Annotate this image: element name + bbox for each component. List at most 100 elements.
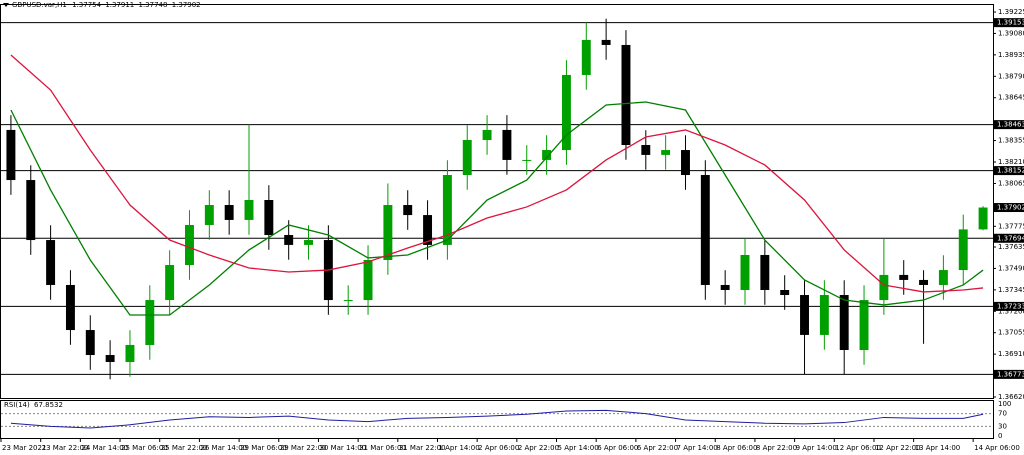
symbol: GBPUSD.var,H1 <box>12 1 67 9</box>
x-tick-label: 23 Mar 22:00 <box>42 444 89 452</box>
rsi-panel <box>0 400 994 439</box>
candle-body <box>938 270 948 285</box>
y-tick-label: 1.37200 <box>998 307 1024 315</box>
y-tick-label: 1.38790 <box>998 72 1024 80</box>
candle-body <box>423 215 433 245</box>
main-panel <box>0 4 994 399</box>
candle-body <box>601 39 611 45</box>
candle-body <box>244 199 254 220</box>
rsi-tick-label: 0 <box>998 432 1002 440</box>
candle-body <box>343 300 353 302</box>
candle-body <box>264 199 274 236</box>
rsi-tick-label: 30 <box>998 422 1007 430</box>
candle-body <box>284 235 294 245</box>
candle-body <box>958 229 968 271</box>
candle-body <box>700 175 710 285</box>
x-tick-label: 12 Apr 06:00 <box>835 444 881 452</box>
candle-body <box>145 300 155 345</box>
candle-body <box>224 205 234 220</box>
chart-header: GBPUSD.var,H1 1.37754 1.37911 1.37748 1.… <box>12 1 201 9</box>
y-tick-label: 1.37345 <box>998 286 1024 294</box>
level-tag <box>994 369 1024 379</box>
y-tick-label: 1.36620 <box>998 393 1024 401</box>
x-tick-label: 30 Mar 14:00 <box>319 444 366 452</box>
candle-body <box>919 279 929 285</box>
candle-body <box>800 295 809 335</box>
moving-average <box>10 101 984 316</box>
candle-body <box>740 254 750 290</box>
candle-body <box>46 240 56 285</box>
candle-body <box>581 39 591 75</box>
rsi-tick-label: 70 <box>998 410 1007 418</box>
candle-body <box>462 139 472 176</box>
y-tick-label: 1.38935 <box>998 51 1024 59</box>
level-tag <box>994 166 1024 176</box>
candle-body <box>363 259 373 301</box>
x-tick-label: 1 Apr 14:00 <box>438 444 479 452</box>
x-tick-label: 14 Apr 06:00 <box>974 444 1020 452</box>
x-tick-label: 31 Mar 06:00 <box>359 444 406 452</box>
candle-body <box>6 129 16 181</box>
level-label: 1.38463 <box>997 121 1024 129</box>
candle-body <box>661 150 671 155</box>
level-label: 1.38152 <box>997 167 1024 175</box>
x-tick-label: 7 Apr 14:00 <box>677 444 718 452</box>
candle-body <box>165 265 175 301</box>
x-tick-label: 6 Apr 22:00 <box>637 444 678 452</box>
candle-body <box>304 240 313 245</box>
candle-body <box>542 150 552 160</box>
candle-body <box>105 355 115 362</box>
close: 1.37902 <box>172 1 201 9</box>
candle-body <box>65 284 75 331</box>
y-tick-label: 1.39225 <box>998 8 1024 16</box>
candle-body <box>641 145 651 155</box>
y-tick-label: 1.37490 <box>998 264 1024 272</box>
y-tick-label: 1.38645 <box>998 94 1024 102</box>
x-tick-label: 12 Apr 22:00 <box>875 444 921 452</box>
x-tick-label: 24 Mar 14:00 <box>81 444 128 452</box>
x-tick-label: 5 Apr 14:00 <box>558 444 599 452</box>
rsi-header: RSI(14) 67.8532 <box>4 401 63 409</box>
candle-body <box>720 284 730 290</box>
candle-body <box>879 274 889 301</box>
candle-body <box>859 300 869 351</box>
x-tick-label: 2 Apr 22:00 <box>518 444 559 452</box>
candle-body <box>819 295 829 335</box>
y-tick-label: 1.39080 <box>998 29 1024 37</box>
level-tag <box>994 301 1024 311</box>
y-tick-label: 1.37775 <box>998 222 1024 230</box>
candle-body <box>442 175 452 245</box>
candle-body <box>681 150 690 176</box>
candle-body <box>125 344 135 362</box>
candle-body <box>185 224 194 266</box>
menu-icon[interactable] <box>3 3 9 7</box>
y-tick-label: 1.36910 <box>998 350 1024 358</box>
level-label: 1.37694 <box>997 234 1024 242</box>
candle-body <box>85 330 95 356</box>
level-label: 1.37233 <box>997 302 1024 310</box>
candle-body <box>760 254 770 290</box>
candle-body <box>561 74 571 151</box>
rsi-line <box>10 409 984 429</box>
x-tick-label: 13 Apr 14:00 <box>915 444 961 452</box>
open: 1.37754 <box>72 1 101 9</box>
candle-body <box>482 129 492 140</box>
x-tick-label: 25 Mar 06:00 <box>121 444 168 452</box>
x-tick-label: 26 Mar 14:00 <box>200 444 247 452</box>
candle-body <box>204 205 214 225</box>
level-label: 1.39153 <box>997 19 1024 27</box>
y-tick-label: 1.37635 <box>998 243 1024 251</box>
x-tick-label: 31 Mar 22:00 <box>399 444 446 452</box>
candle-body <box>899 274 909 280</box>
candle-body <box>403 205 413 216</box>
x-tick-label: 29 Mar 06:00 <box>240 444 287 452</box>
candle-body <box>839 295 849 351</box>
x-tick-label: 25 Mar 22:00 <box>161 444 208 452</box>
candle-body <box>383 205 393 260</box>
price-tag <box>994 203 1024 213</box>
candle-body <box>780 289 790 296</box>
candle-body <box>621 44 631 146</box>
x-tick-label: 8 Apr 06:00 <box>716 444 757 452</box>
